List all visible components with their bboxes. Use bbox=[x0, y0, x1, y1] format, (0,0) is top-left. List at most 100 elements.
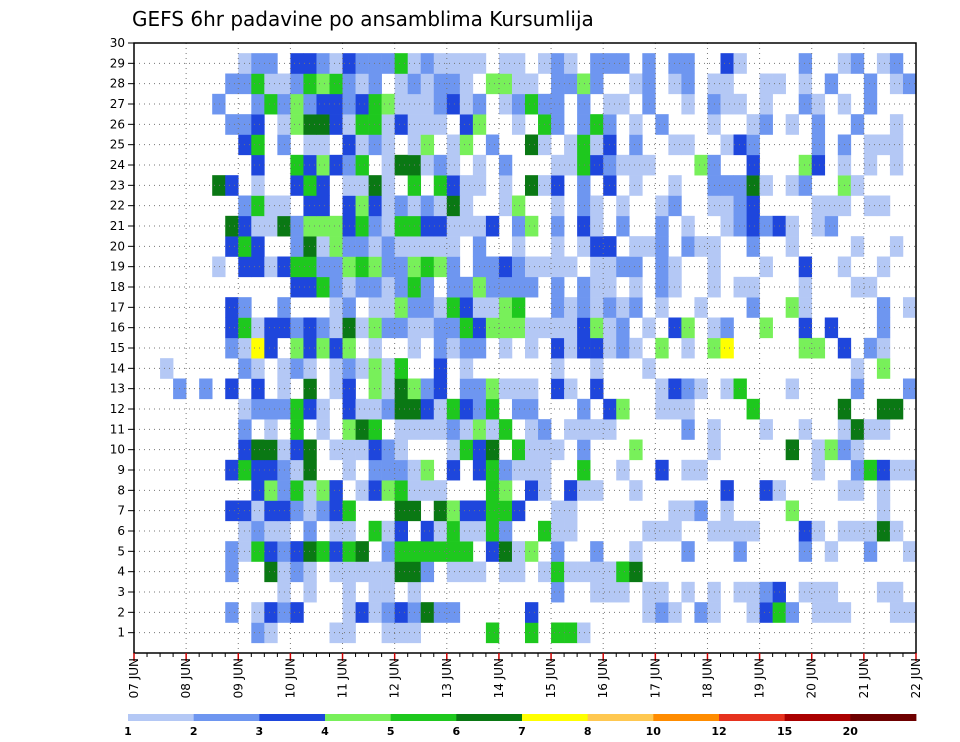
colorbar-swatch bbox=[522, 714, 589, 721]
heatmap-cell bbox=[394, 622, 408, 644]
heatmap-cell bbox=[381, 53, 395, 74]
heatmap-cell bbox=[642, 602, 656, 623]
heatmap-cell bbox=[264, 215, 278, 237]
heatmap-cell bbox=[876, 459, 891, 481]
heatmap-cell bbox=[733, 134, 747, 156]
heatmap-cell bbox=[564, 480, 578, 501]
heatmap-cell bbox=[759, 317, 773, 339]
heatmap-cell bbox=[681, 378, 695, 400]
heatmap-cell bbox=[212, 93, 226, 115]
heatmap-cell bbox=[355, 419, 369, 440]
heatmap-cell bbox=[616, 93, 630, 115]
colorbar-swatch bbox=[719, 714, 786, 721]
heatmap-cell bbox=[394, 500, 408, 522]
heatmap-cell bbox=[264, 480, 278, 501]
heatmap-cell bbox=[381, 114, 395, 135]
heatmap-cell bbox=[251, 93, 265, 115]
heatmap-cell bbox=[446, 398, 461, 420]
heatmap-cell bbox=[577, 154, 591, 176]
heatmap-cell bbox=[394, 114, 408, 135]
heatmap-cell bbox=[446, 297, 461, 318]
heatmap-cell bbox=[225, 297, 239, 318]
heatmap-cell bbox=[290, 276, 304, 298]
heatmap-cell bbox=[251, 236, 265, 257]
x-tick-label: 19 JUN bbox=[753, 658, 767, 698]
heatmap-cell bbox=[590, 561, 604, 583]
heatmap-cell bbox=[668, 134, 682, 156]
heatmap-cell bbox=[290, 93, 304, 115]
heatmap-cell bbox=[694, 154, 708, 176]
heatmap-cell bbox=[420, 256, 435, 278]
heatmap-cell bbox=[420, 561, 435, 583]
heatmap-cell bbox=[446, 93, 461, 115]
heatmap-cell bbox=[420, 215, 435, 237]
heatmap-cell bbox=[303, 317, 317, 339]
heatmap-cell bbox=[420, 459, 435, 481]
y-tick-label: 4 bbox=[117, 565, 125, 579]
heatmap-cell bbox=[433, 53, 448, 74]
heatmap-cell bbox=[355, 276, 369, 298]
heatmap-cell bbox=[798, 256, 813, 278]
heatmap-cell bbox=[485, 215, 500, 237]
heatmap-cell bbox=[850, 53, 865, 74]
heatmap-cell bbox=[420, 378, 435, 400]
heatmap-cell bbox=[459, 439, 474, 461]
heatmap-cell bbox=[863, 520, 878, 542]
heatmap-cell bbox=[316, 134, 330, 156]
heatmap-cell bbox=[681, 317, 695, 339]
heatmap-cell bbox=[564, 561, 578, 583]
heatmap-cell bbox=[485, 622, 500, 644]
heatmap-cell bbox=[485, 439, 500, 461]
heatmap-cell bbox=[316, 154, 330, 176]
heatmap-cell bbox=[264, 337, 278, 359]
heatmap-cell bbox=[668, 378, 682, 400]
heatmap-cell bbox=[590, 134, 604, 156]
heatmap-cell bbox=[746, 236, 760, 257]
heatmap-cell bbox=[251, 154, 265, 176]
heatmap-cell bbox=[498, 561, 513, 583]
heatmap-cell bbox=[511, 561, 526, 583]
heatmap-cell bbox=[355, 317, 369, 339]
heatmap-cell bbox=[394, 419, 408, 440]
heatmap-cell bbox=[485, 134, 500, 156]
heatmap-cell bbox=[303, 561, 317, 583]
heatmap-cell bbox=[863, 73, 878, 95]
heatmap-cell bbox=[655, 276, 669, 298]
heatmap-cell bbox=[225, 175, 239, 196]
heatmap-cell bbox=[629, 439, 643, 461]
heatmap-cell bbox=[577, 398, 591, 420]
heatmap-cell bbox=[264, 398, 278, 420]
heatmap-cell bbox=[863, 134, 878, 156]
heatmap-cell bbox=[433, 154, 448, 176]
heatmap-cell bbox=[303, 459, 317, 481]
heatmap-cell bbox=[785, 297, 799, 318]
heatmap-cell bbox=[394, 236, 408, 257]
heatmap-cell bbox=[681, 134, 695, 156]
heatmap-cell bbox=[863, 276, 878, 298]
heatmap-cell bbox=[485, 459, 500, 481]
heatmap-cell bbox=[446, 154, 461, 176]
heatmap-cell bbox=[329, 93, 343, 115]
heatmap-cell bbox=[668, 175, 682, 196]
heatmap-cell bbox=[264, 439, 278, 461]
heatmap-cell bbox=[889, 73, 904, 95]
heatmap-cell bbox=[381, 175, 395, 196]
heatmap-cell bbox=[329, 520, 343, 542]
heatmap-cell bbox=[381, 358, 395, 379]
heatmap-cell bbox=[446, 53, 461, 74]
heatmap-cell bbox=[303, 114, 317, 135]
heatmap-cell bbox=[485, 480, 500, 501]
heatmap-cell bbox=[251, 520, 265, 542]
heatmap-cell bbox=[590, 337, 604, 359]
heatmap-cell bbox=[811, 215, 826, 237]
heatmap-cell bbox=[433, 541, 448, 562]
heatmap-cell bbox=[290, 154, 304, 176]
heatmap-cell bbox=[290, 73, 304, 95]
heatmap-cell bbox=[577, 439, 591, 461]
heatmap-cell bbox=[303, 541, 317, 562]
heatmap-cell bbox=[694, 236, 708, 257]
heatmap-cell bbox=[577, 236, 591, 257]
heatmap-cell bbox=[251, 378, 265, 400]
heatmap-cell bbox=[629, 561, 643, 583]
heatmap-cell bbox=[577, 215, 591, 237]
